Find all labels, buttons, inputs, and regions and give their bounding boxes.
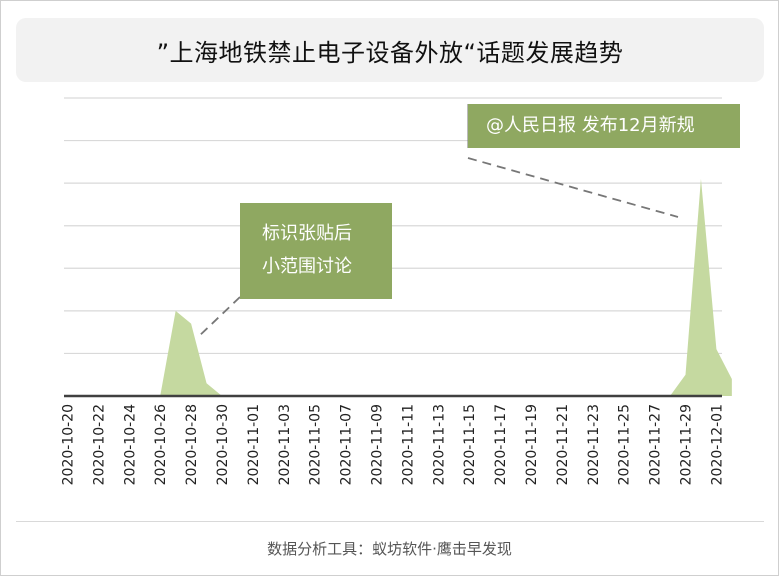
x-tick-label: 2020-11-23 [586, 404, 602, 485]
x-tick-label: 2020-11-03 [277, 404, 293, 485]
x-tick-label: 2020-11-27 [648, 404, 664, 485]
x-tick-label: 2020-10-28 [184, 404, 200, 485]
annotation-2-line-1: @人民日报 发布12月新规 [486, 115, 695, 136]
annotation-callout-1: 标识张贴后 小范围讨论 [240, 203, 392, 299]
x-tick-label: 2020-11-19 [524, 404, 540, 485]
title-banner: ”上海地铁禁止电子设备外放“话题发展趋势 [16, 18, 764, 82]
x-tick-label: 2020-11-05 [308, 404, 324, 485]
x-tick-label: 2020-11-21 [555, 404, 571, 485]
annotation-1-leader [196, 296, 241, 339]
x-tick-label: 2020-11-13 [431, 404, 447, 485]
x-tick-label: 2020-10-24 [122, 404, 138, 485]
x-tick-label: 2020-10-20 [61, 404, 77, 485]
x-tick-label: 2020-12-01 [709, 404, 725, 485]
footer-source: 数据分析工具：蚁坊软件·鹰击早发现 [267, 540, 512, 558]
footer-divider [16, 521, 764, 522]
x-tick-label: 2020-11-07 [339, 404, 355, 485]
x-tick-label: 2020-11-15 [462, 404, 478, 485]
x-tick-label: 2020-10-26 [153, 404, 169, 485]
x-tick-label: 2020-11-29 [679, 404, 695, 485]
x-tick-label: 2020-11-17 [493, 404, 509, 485]
x-tick-label: 2020-11-25 [617, 404, 633, 485]
annotation-1-line-2: 小范围讨论 [262, 256, 352, 277]
x-tick-label: 2020-11-11 [400, 404, 416, 485]
annotation-2-leader [467, 157, 679, 218]
x-tick-label: 2020-11-09 [370, 404, 386, 485]
x-tick-label: 2020-11-01 [246, 404, 262, 485]
x-tick-label: 2020-10-30 [215, 404, 231, 485]
area-series-0 [67, 178, 732, 396]
annotation-callout-2: @人民日报 发布12月新规 [468, 104, 740, 148]
chart-title: ”上海地铁禁止电子设备外放“话题发展趋势 [156, 38, 624, 67]
annotation-1-line-1: 标识张贴后 [262, 223, 352, 244]
x-tick-label: 2020-10-22 [91, 404, 107, 485]
